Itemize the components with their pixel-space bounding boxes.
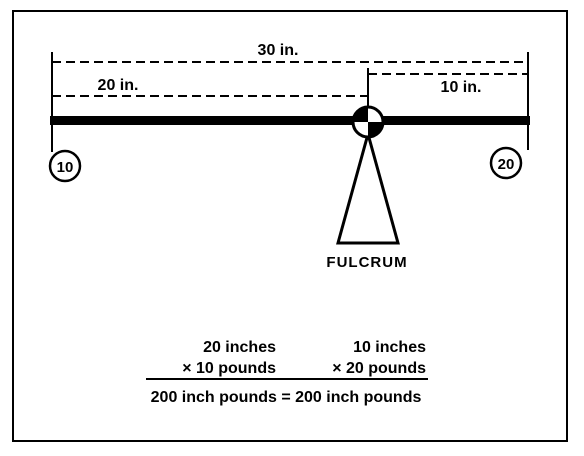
equation-right-line1: 10 inches	[353, 339, 426, 356]
left-weight-label: 10	[57, 159, 74, 176]
right-weight-circle	[489, 146, 523, 180]
pivot-icon	[351, 105, 385, 139]
diagram-frame	[12, 10, 568, 442]
left-weight-circle	[48, 149, 82, 183]
right-weight-label: 20	[498, 156, 515, 173]
right-arm-label: 10 in.	[441, 79, 482, 96]
equation-right-line2: × 20 pounds	[332, 360, 426, 377]
fulcrum-triangle	[336, 128, 400, 245]
equation-left-line1: 20 inches	[203, 339, 276, 356]
lever-bar	[50, 116, 530, 125]
equation-result: 200 inch pounds = 200 inch pounds	[151, 389, 422, 406]
equation-left-line2: × 10 pounds	[182, 360, 276, 377]
fulcrum-label: FULCRUM	[326, 254, 407, 271]
total-dimension-label: 30 in.	[258, 42, 299, 59]
left-arm-label: 20 in.	[98, 77, 139, 94]
